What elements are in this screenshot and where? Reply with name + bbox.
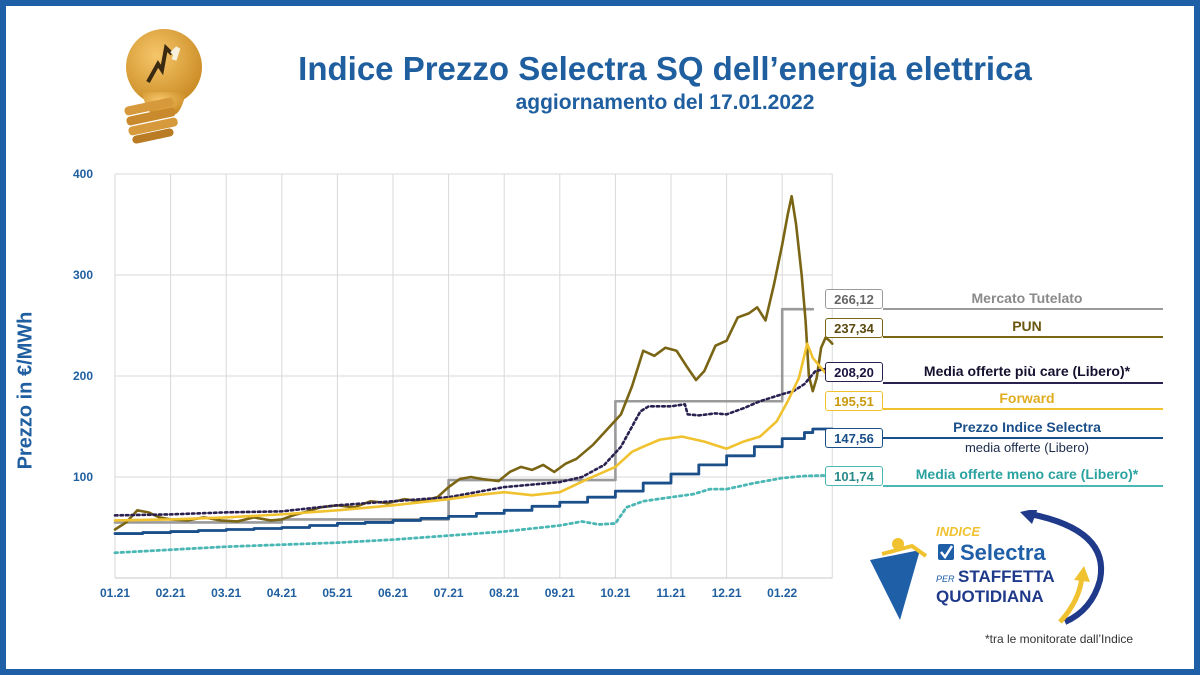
y-tick-label: 200 xyxy=(73,369,93,383)
footnote: *tra le monitorate dall’Indice xyxy=(985,632,1134,646)
page-subtitle: aggiornamento del 17.01.2022 xyxy=(515,91,815,114)
x-tick-label: 01.22 xyxy=(767,586,797,600)
runner-icon xyxy=(870,550,920,620)
x-tick-label: 02.21 xyxy=(156,586,186,600)
legend-rule-forward xyxy=(883,408,1163,410)
series-line-mercato-tutelato xyxy=(113,307,815,524)
x-tick-label: 01.21 xyxy=(100,586,130,600)
page-title: Indice Prezzo Selectra SQ dell’energia e… xyxy=(298,50,1032,87)
light-bulb-icon xyxy=(124,29,202,144)
legend-label-media-meno-care: Media offerte meno care (Libero)* xyxy=(915,466,1139,482)
legend-value-media-piu-care: 208,20 xyxy=(825,362,883,382)
y-axis-label: Prezzo in €/MWh xyxy=(14,311,37,470)
legend-value-pun: 237,34 xyxy=(825,318,883,338)
series-line-forward xyxy=(113,342,834,522)
legend-rule-indice-selectra xyxy=(883,437,1163,439)
series-line-indice-selectra xyxy=(113,427,834,535)
x-tick-label: 06.21 xyxy=(378,586,408,600)
legend-label-forward: Forward xyxy=(999,390,1055,406)
logo-line1: INDICE xyxy=(936,524,980,539)
legend-rule-media-meno-care xyxy=(883,485,1163,487)
legend-rule-mercato-tutelato xyxy=(883,308,1163,310)
legend-label-pun: PUN xyxy=(1012,318,1042,334)
logo-line3: PER xyxy=(936,574,955,584)
selectra-staffetta-logo: INDICE Selectra PER STAFFETTA QUOTIDIANA xyxy=(870,510,1105,625)
legend-value-media-meno-care: 101,74 xyxy=(825,466,883,486)
x-tick-label: 08.21 xyxy=(489,586,519,600)
series-line-pun xyxy=(113,194,834,531)
legend-label-media-piu-care: Media offerte più care (Libero)* xyxy=(923,363,1131,379)
legend-sublabel-indice-selectra: media offerte (Libero) xyxy=(964,440,1090,455)
x-tick-label: 03.21 xyxy=(211,586,241,600)
logo-line4: STAFFETTA xyxy=(958,567,1055,586)
x-tick-label: 12.21 xyxy=(712,586,742,600)
legend-value-mercato-tutelato: 266,12 xyxy=(825,289,883,309)
x-tick-label: 11.21 xyxy=(656,586,686,600)
legend-rule-media-piu-care xyxy=(883,382,1163,384)
y-tick-label: 100 xyxy=(73,470,93,484)
legend-rule-pun xyxy=(883,336,1163,338)
x-tick-label: 04.21 xyxy=(267,586,297,600)
logo-line5: QUOTIDIANA xyxy=(936,587,1044,606)
logo-line2: Selectra xyxy=(960,540,1046,565)
y-tick-label: 400 xyxy=(73,167,93,181)
series-line-media-piu-care xyxy=(113,366,834,517)
x-tick-label: 07.21 xyxy=(434,586,464,600)
legend-label-mercato-tutelato: Mercato Tutelato xyxy=(971,290,1083,306)
legend-label-indice-selectra: Prezzo Indice Selectra xyxy=(953,419,1101,435)
x-tick-label: 09.21 xyxy=(545,586,575,600)
legend-value-forward: 195,51 xyxy=(825,391,883,411)
x-tick-label: 05.21 xyxy=(322,586,352,600)
y-tick-label: 300 xyxy=(73,268,93,282)
x-tick-label: 10.21 xyxy=(600,586,630,600)
legend-value-indice-selectra: 147,56 xyxy=(825,428,883,448)
series-line-media-meno-care xyxy=(113,473,834,555)
